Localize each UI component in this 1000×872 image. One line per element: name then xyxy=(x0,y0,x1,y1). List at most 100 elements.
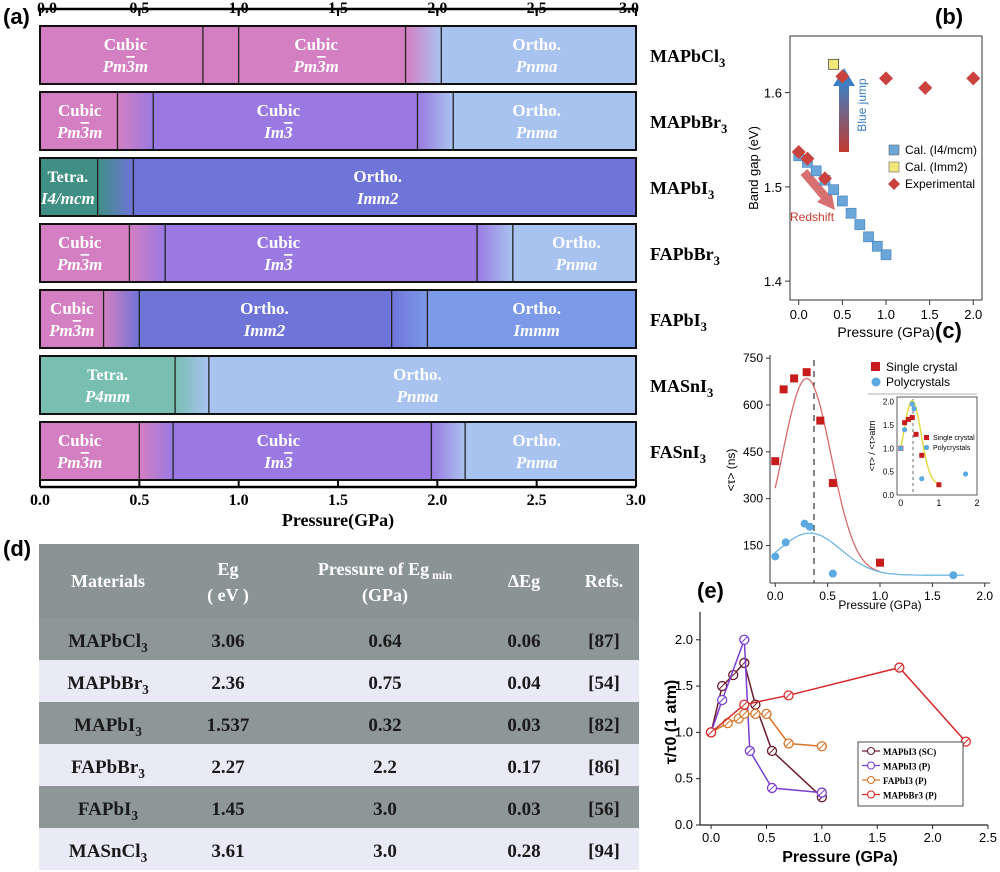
table-row xyxy=(39,660,639,702)
phase-segment xyxy=(40,224,130,282)
x-tick-label: 1.5 xyxy=(868,830,886,845)
legend-label: Experimental xyxy=(905,177,975,191)
column-header: Refs. xyxy=(585,571,624,591)
data-point xyxy=(791,144,806,159)
series-line xyxy=(710,639,822,794)
data-point xyxy=(810,165,822,177)
phase-bar-border xyxy=(39,25,637,85)
phase-segment xyxy=(173,422,432,480)
phase-segment xyxy=(40,290,104,348)
cell-eg: 1.537 xyxy=(207,715,250,736)
data-point xyxy=(879,71,893,86)
column-header-subline: (GPa) xyxy=(362,585,408,606)
inset-y-tick-label: 1.0 xyxy=(883,444,895,453)
cell-material: FAPbBr3 xyxy=(71,757,145,781)
table-row xyxy=(39,828,639,870)
phase-bar-border xyxy=(39,421,637,481)
y-tick-label: 1.4 xyxy=(764,274,782,289)
blue-jump-arrow-shaft xyxy=(839,84,849,152)
x-tick-label: 2.0 xyxy=(976,589,993,603)
legend-box xyxy=(857,741,964,807)
phase-segment xyxy=(165,224,478,282)
phase-name: Ortho. xyxy=(393,365,442,384)
data-point xyxy=(918,80,933,95)
cell-pressure: 3.0 xyxy=(373,841,397,862)
space-group: Im3 xyxy=(263,453,293,472)
cell-pressure: 0.64 xyxy=(368,631,402,652)
phase-segment xyxy=(208,356,636,414)
panel-b-bandgap-chart: 0.0 0.5 1.0 1.5 2.0 1.4 1.5 1.6 Pressure (GPa) Ba… xyxy=(746,35,983,340)
bottom-tick-label: 1.0 xyxy=(229,492,249,509)
inset-x-tick-label: 2 xyxy=(974,498,979,508)
phase-name: Cubic xyxy=(58,101,102,120)
cell-material: MAPbI3 xyxy=(74,715,142,739)
x-tick-label: 0.0 xyxy=(790,307,808,322)
x-tick-label: 0.0 xyxy=(767,589,784,603)
space-group: Imm2 xyxy=(243,321,286,340)
bottom-tick-label: 2.0 xyxy=(427,492,447,509)
cell-material: MASnCl3 xyxy=(69,841,148,865)
x-tick-label: 0.0 xyxy=(702,830,720,845)
column-header: ΔEg xyxy=(508,571,540,591)
material-label: FAPbBr3 xyxy=(650,244,720,268)
data-point-slash xyxy=(768,784,776,792)
y-axis-title: Band gap (eV) xyxy=(746,126,761,210)
cell-ref: [82] xyxy=(588,715,620,736)
x-axis-title: Pressure (GPa) xyxy=(838,598,921,612)
panel-d-label: (d) xyxy=(3,536,31,561)
cell-ref: [87] xyxy=(588,631,620,652)
cell-pressure: 2.2 xyxy=(373,757,397,778)
column-header: Materials xyxy=(71,571,145,591)
inset-data-point xyxy=(902,420,908,426)
phase-name: Cubic xyxy=(104,35,148,54)
phase-segment xyxy=(405,26,442,84)
data-point xyxy=(876,558,884,567)
bottom-tick-label: 0.5 xyxy=(129,492,149,509)
phase-segment xyxy=(391,290,428,348)
data-point-slash xyxy=(740,710,748,718)
inset-legend-marker xyxy=(924,435,929,440)
data-point-slash xyxy=(763,710,770,718)
phase-segment xyxy=(465,422,636,480)
inset-y-tick-label: 2.0 xyxy=(883,398,895,407)
legend-label: Cal. (Imm2) xyxy=(905,160,968,174)
cell-ref: [56] xyxy=(588,799,620,820)
space-group: Pnma xyxy=(515,57,558,76)
phase-name: Tetra. xyxy=(47,169,88,186)
phase-segment xyxy=(129,224,166,282)
material-label: MAPbBr3 xyxy=(650,112,727,136)
space-group: Pm3m xyxy=(48,321,94,340)
data-point xyxy=(880,249,892,261)
data-point-slash xyxy=(818,789,826,796)
phase-name: Ortho. xyxy=(512,431,561,450)
panel-e-normalized-lifetime-chart: 0.0 0.5 1.0 1.5 2.0 2.5 0.0 0.5 1.0 1.5 2.0 Pressur… xyxy=(663,612,997,866)
legend-label: Polycrystals xyxy=(886,375,950,389)
phase-segment xyxy=(40,158,98,216)
phase-name: Tetra. xyxy=(87,367,128,384)
material-label: FAPbI3 xyxy=(650,310,707,334)
phase-row: Cubic Pm3m Cubic Im3 Ortho. Pnma FAPbBr3 xyxy=(39,223,720,283)
x-tick-label: 0.5 xyxy=(833,307,851,322)
data-point xyxy=(837,195,848,207)
inset-data-point xyxy=(919,476,925,482)
cell-delta-eg: 0.03 xyxy=(507,715,540,736)
phase-name: Ortho. xyxy=(552,233,601,252)
panel-c-lifetime-chart: 0.0 0.5 1.0 1.5 2.0 150 300 450 600 750 Pressure (… xyxy=(724,351,993,612)
panel-c-label: (c) xyxy=(935,318,962,343)
table-row xyxy=(39,786,639,828)
legend-label: MAPbI3 (P) xyxy=(883,762,930,772)
data-point xyxy=(828,479,837,488)
phase-row: Cubic Pm3m Cubic Im3 Ortho. Pnma MAPbBr3 xyxy=(39,91,727,151)
cell-delta-eg: 0.03 xyxy=(507,799,540,820)
y-tick-label: 1.6 xyxy=(764,86,782,101)
legend-marker xyxy=(866,761,876,770)
space-group: Pm3m xyxy=(56,255,102,274)
phase-bar-border xyxy=(39,289,637,349)
phase-segment xyxy=(117,92,154,150)
legend-marker xyxy=(888,144,900,156)
phase-name: Cubic xyxy=(58,233,102,252)
phase-name: Cubic xyxy=(50,299,94,318)
table-header-background xyxy=(39,544,639,618)
cell-pressure: 0.75 xyxy=(368,673,401,694)
phase-name: Cubic xyxy=(257,233,301,252)
